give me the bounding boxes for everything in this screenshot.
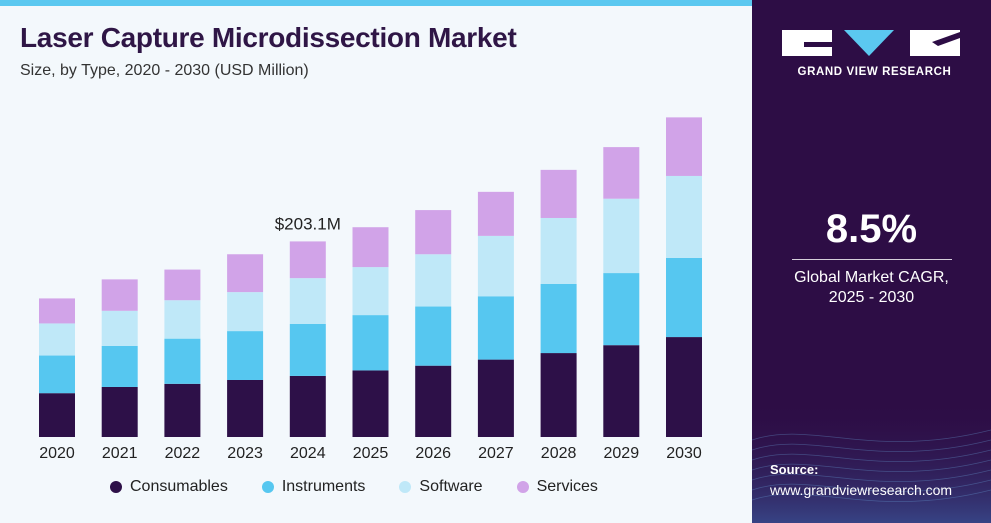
bar-instruments-2024 xyxy=(289,323,326,376)
bar-consumables-2026 xyxy=(415,365,452,437)
bar-services-2025 xyxy=(352,227,389,268)
legend-item-services: Services xyxy=(516,478,598,496)
bar-software-2020 xyxy=(39,323,75,356)
bar-consumables-2020 xyxy=(39,393,75,437)
bar-instruments-2022 xyxy=(164,338,201,384)
grand-view-research-logo xyxy=(782,30,960,56)
bar-services-2029 xyxy=(603,147,640,199)
sidebar-panel: GRAND VIEW RESEARCH 8.5% Global Market C… xyxy=(752,0,991,523)
bar-services-2028 xyxy=(540,169,577,218)
bar-instruments-2029 xyxy=(603,273,640,346)
bar-software-2021 xyxy=(101,310,138,346)
legend-item-consumables: Consumables xyxy=(110,478,228,496)
bar-consumables-2027 xyxy=(477,359,514,437)
cagr-value: 8.5% xyxy=(825,207,918,251)
source-title: Source: xyxy=(770,462,819,477)
x-tick-label-2026: 2026 xyxy=(415,445,451,462)
accent-bar xyxy=(0,0,991,6)
bar-software-2028 xyxy=(540,217,577,284)
chart-legend: Consumables Instruments Software Service… xyxy=(110,478,598,496)
bar-chart: 2020 2021 2022 2023 2024 $203.1M 2025 2026 2027 2… xyxy=(39,117,702,462)
cagr-divider xyxy=(792,259,952,260)
bar-instruments-2026 xyxy=(415,306,452,366)
chart-subtitle: Size, by Type, 2020 - 2030 (USD Million) xyxy=(20,62,309,79)
bar-instruments-2020 xyxy=(39,355,75,394)
x-tick-label-2023: 2023 xyxy=(227,445,263,462)
legend-item-instruments: Instruments xyxy=(261,478,366,496)
legend-label-services: Services xyxy=(536,478,598,495)
x-tick-label-2027: 2027 xyxy=(478,445,514,462)
bar-consumables-2023 xyxy=(227,379,264,437)
bar-software-2022 xyxy=(164,300,201,339)
cagr-label: Global Market CAGR, 2025 - 2030 xyxy=(752,268,991,308)
x-tick-label-2030: 2030 xyxy=(666,445,702,462)
legend-label-software: Software xyxy=(419,478,483,495)
bar-instruments-2028 xyxy=(540,283,577,354)
cagr-label-line2: 2025 - 2030 xyxy=(828,289,915,306)
bar-services-2026 xyxy=(415,210,452,255)
bar-instruments-2030 xyxy=(666,257,702,338)
cagr-label-line1: Global Market CAGR, xyxy=(794,269,949,286)
bar-services-2027 xyxy=(477,191,514,236)
bar-services-2022 xyxy=(164,269,201,301)
brand-name: GRAND VIEW RESEARCH xyxy=(797,66,952,78)
legend-swatch-services xyxy=(516,481,529,493)
x-tick-label-2020: 2020 xyxy=(39,445,75,462)
x-tick-label-2022: 2022 xyxy=(165,445,201,462)
bar-instruments-2021 xyxy=(101,345,138,387)
bar-services-2021 xyxy=(101,279,138,311)
decorative-wave-pattern xyxy=(752,400,991,523)
bar-software-2025 xyxy=(352,267,389,316)
bar-software-2026 xyxy=(415,254,452,307)
source-url: www.grandviewresearch.com xyxy=(770,482,953,498)
bar-software-2024 xyxy=(289,278,326,324)
bar-consumables-2021 xyxy=(101,386,138,437)
legend-swatch-software xyxy=(399,481,412,493)
bar-services-2023 xyxy=(227,254,264,293)
x-tick-label-2025: 2025 xyxy=(353,445,389,462)
bar-software-2029 xyxy=(603,198,640,274)
legend-item-software: Software xyxy=(399,478,483,496)
legend-label-instruments: Instruments xyxy=(281,478,366,495)
bar-services-2020 xyxy=(39,298,75,324)
bar-software-2027 xyxy=(477,235,514,297)
bar-services-2030 xyxy=(666,117,702,176)
bar-consumables-2025 xyxy=(352,370,389,437)
x-tick-label-2024: 2024 xyxy=(290,445,326,462)
legend-swatch-consumables xyxy=(110,481,122,493)
bar-consumables-2024 xyxy=(289,375,326,437)
bar-instruments-2027 xyxy=(477,296,514,360)
bar-consumables-2022 xyxy=(164,383,201,437)
bar-consumables-2030 xyxy=(666,337,702,437)
bar-services-2024 xyxy=(289,241,326,279)
x-tick-label-2021: 2021 xyxy=(102,445,138,462)
x-tick-label-2029: 2029 xyxy=(604,445,640,462)
bar-software-2023 xyxy=(227,292,264,332)
legend-label-consumables: Consumables xyxy=(130,478,228,495)
bar-software-2030 xyxy=(666,175,702,258)
bar-instruments-2023 xyxy=(227,331,264,380)
bar-consumables-2028 xyxy=(540,353,577,437)
data-label-2024: $203.1M xyxy=(275,214,341,233)
bar-instruments-2025 xyxy=(352,315,389,371)
chart-title: Laser Capture Microdissection Market xyxy=(20,22,517,53)
x-tick-label-2028: 2028 xyxy=(541,445,577,462)
legend-swatch-instruments xyxy=(261,481,274,493)
bar-consumables-2029 xyxy=(603,345,640,437)
